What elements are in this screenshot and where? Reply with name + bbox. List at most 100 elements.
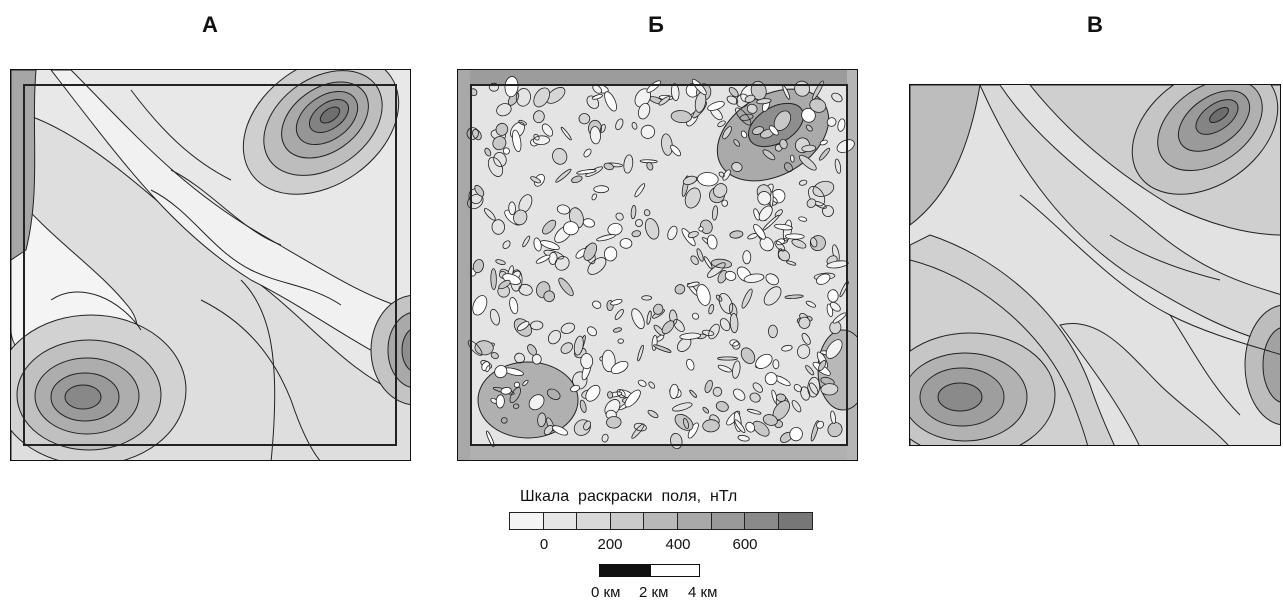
noise-contour (546, 388, 561, 400)
noise-contour (512, 129, 522, 153)
noise-contour (722, 169, 731, 181)
noise-contour (801, 144, 817, 153)
noise-contour (774, 240, 786, 252)
noise-contour (560, 126, 572, 141)
noise-contour (807, 376, 821, 398)
scale-label-2: 2 км (639, 584, 669, 601)
noise-contour (600, 123, 606, 133)
noise-contour (589, 126, 601, 145)
scale-bar-black-segment (599, 564, 651, 577)
noise-contour (757, 191, 772, 206)
noise-contour (579, 399, 587, 413)
noise-contour (637, 102, 651, 120)
legend-title: Шкала раскраски поля, нТл (520, 488, 738, 505)
noise-contour (474, 184, 485, 197)
noise-contour (587, 257, 607, 275)
noise-contour (728, 86, 739, 98)
panel-label-c: В (1087, 12, 1103, 37)
noise-contour (826, 260, 849, 269)
noise-contour (758, 205, 773, 222)
noise-contour (495, 122, 509, 136)
noise-contour (839, 280, 849, 298)
noise-contour (776, 238, 785, 246)
noise-contour (643, 209, 651, 217)
noise-contour (612, 327, 622, 333)
noise-contour (753, 223, 766, 240)
legend-tick-0: 0 (539, 536, 549, 553)
noise-contour (726, 95, 739, 105)
noise-contour (809, 382, 819, 395)
noise-contour (729, 313, 739, 334)
noise-contour (790, 154, 795, 163)
noise-contour (563, 221, 579, 236)
noise-contour (509, 297, 519, 315)
noise-contour (500, 386, 512, 395)
noise-contour (498, 279, 511, 290)
noise-contour (570, 384, 581, 393)
legend-swatch (777, 512, 813, 530)
noise-contour (755, 353, 773, 369)
noise-contour (634, 183, 646, 198)
noise-contour (682, 417, 690, 430)
noise-contour (502, 147, 510, 155)
noise-contour (491, 219, 506, 235)
noise-contour (800, 386, 811, 401)
noise-contour (623, 154, 634, 174)
noise-contour (801, 332, 811, 345)
noise-contour (832, 312, 847, 324)
noise-contour (719, 318, 731, 332)
noise-contour (805, 365, 815, 376)
noise-contour (702, 419, 720, 433)
noise-contour (791, 400, 802, 413)
noise-contour (690, 255, 699, 265)
noise-contour (591, 193, 597, 201)
noise-contour (682, 175, 697, 185)
noise-contour (775, 393, 787, 402)
noise-contour (816, 420, 825, 429)
noise-contour (786, 260, 797, 266)
noise-contour (772, 359, 780, 370)
noise-contour (486, 430, 495, 448)
noise-contour (702, 406, 710, 414)
noise-contour (830, 410, 836, 425)
noise-contour (756, 98, 772, 105)
noise-contour (670, 110, 692, 124)
noise-contour (687, 231, 699, 239)
legend-swatch (542, 512, 578, 530)
noise-contour (810, 237, 818, 248)
noise-contour (489, 308, 500, 326)
noise-contour (762, 414, 778, 426)
legend-swatch (576, 512, 612, 530)
noise-contour (542, 219, 557, 235)
noise-contour (735, 93, 750, 108)
noise-contour (729, 230, 744, 239)
noise-contour (484, 147, 492, 157)
noise-contour (733, 139, 741, 147)
noise-contour (596, 234, 616, 242)
noise-contour (490, 268, 497, 290)
noise-contour (509, 387, 522, 404)
noise-contour (592, 300, 602, 309)
noise-contour (576, 169, 597, 175)
noise-contour (474, 340, 494, 356)
noise-contour (731, 162, 743, 172)
noise-contour (742, 250, 752, 265)
noise-contour (560, 342, 574, 354)
noise-contour (777, 249, 791, 262)
legend-tick-600: 600 (732, 536, 758, 553)
noise-contour (500, 417, 508, 424)
noise-contour (698, 226, 704, 232)
noise-contour (740, 347, 756, 364)
noise-contour (532, 135, 550, 146)
noise-contour (647, 409, 659, 419)
noise-contour (718, 292, 734, 314)
noise-contour (818, 360, 827, 371)
noise-contour (836, 139, 855, 153)
noise-contour (607, 391, 614, 399)
noise-contour (631, 308, 645, 330)
noise-contour (791, 239, 807, 249)
noise-contour (587, 326, 597, 337)
contour-map-b-graphic (458, 70, 857, 460)
noise-contour (472, 295, 488, 316)
noise-contour (591, 94, 603, 100)
